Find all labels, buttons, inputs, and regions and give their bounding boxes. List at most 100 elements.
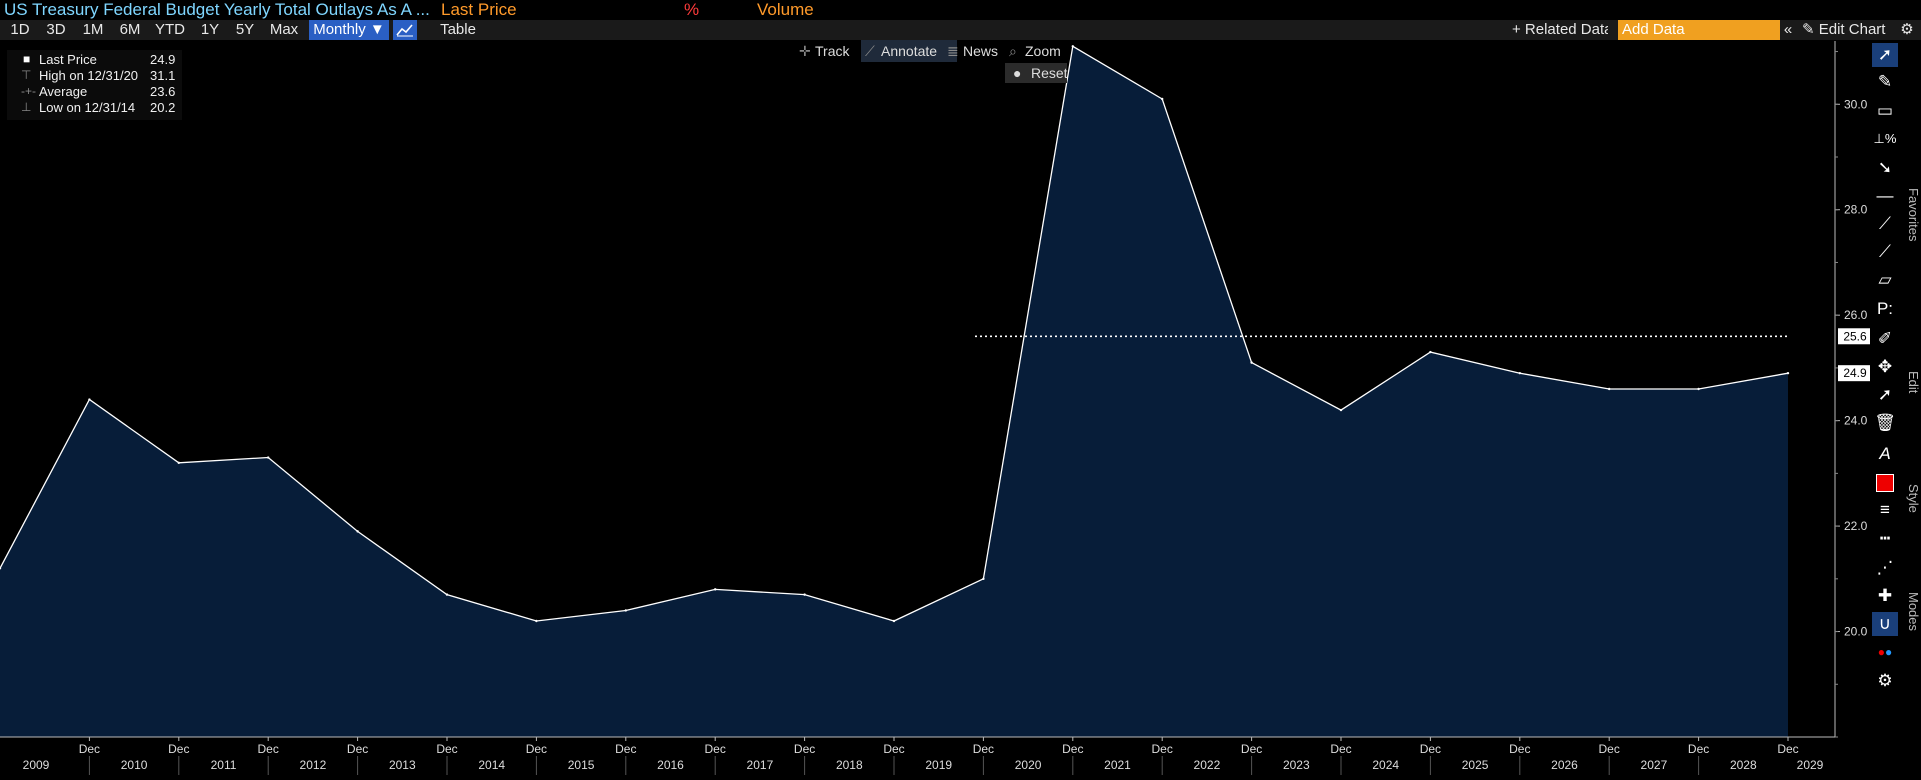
track-label: Track — [815, 43, 850, 59]
text-label-icon[interactable]: P: — [1876, 299, 1894, 318]
horizontal-line-icon[interactable]: — — [1876, 186, 1894, 205]
table-button[interactable]: Table — [440, 21, 476, 38]
percent-label[interactable]: % — [684, 0, 700, 19]
frequency-dropdown[interactable]: Monthly ▼ — [309, 20, 389, 40]
line-chart-icon — [396, 24, 413, 37]
crosshair-add-icon[interactable]: ✚ — [1877, 586, 1893, 605]
annotate-tool[interactable]: ⟋ Annotate — [861, 40, 957, 62]
add-data-input[interactable]: Add Data — [1618, 20, 1780, 40]
drawing-tool-panel — [1870, 40, 1921, 700]
tool-settings-gear-icon[interactable]: ⚙ — [1877, 671, 1893, 690]
x-tick-label-dec: Dec — [347, 742, 368, 756]
reset-button[interactable]: ● Reset — [1005, 63, 1068, 83]
zoom-tool[interactable]: ⌕ Zoom — [1005, 40, 1085, 62]
x-year-label: 2011 — [211, 758, 237, 772]
x-year-label: 2026 — [1551, 758, 1578, 772]
x-year-label: 2009 — [23, 758, 50, 772]
x-year-label: 2024 — [1372, 758, 1399, 772]
x-year-label: 2015 — [568, 758, 595, 772]
trendline-icon[interactable]: ⟋ — [1879, 214, 1891, 233]
data-point — [1518, 371, 1522, 375]
x-tick-label-dec: Dec — [705, 742, 726, 756]
legend-row-average: -+- Average 23.6 — [7, 84, 182, 100]
annotate-label: Annotate — [881, 43, 938, 59]
legend-average-value: 23.6 — [150, 84, 176, 99]
segment-icon[interactable]: ⟋ — [1879, 242, 1891, 261]
chart-type-button[interactable] — [393, 20, 417, 40]
range-1d-button[interactable]: 1D — [10, 21, 30, 38]
legend-low-label: Low on 12/31/14 — [39, 100, 136, 115]
track-tool[interactable]: ✛ Track — [795, 40, 875, 62]
x-year-label: 2025 — [1462, 758, 1489, 772]
legend-high-label: High on 12/31/20 — [39, 68, 139, 83]
y-tick-label: 28.0 — [1844, 203, 1868, 217]
related-data-button[interactable]: + Related Data — [1512, 21, 1608, 38]
percent-measure-icon[interactable]: ⊥% — [1873, 131, 1897, 146]
x-tick-label-dec: Dec — [258, 742, 279, 756]
trash-icon[interactable]: 🗑 — [1874, 413, 1896, 432]
news-tool[interactable]: ≣ News — [943, 40, 1019, 62]
data-point — [356, 530, 359, 533]
favorites-tab[interactable]: Favorites — [1906, 188, 1921, 242]
x-tick-label-dec: Dec — [1062, 742, 1083, 756]
x-tick-label-dec: Dec — [1777, 742, 1798, 756]
data-point — [0, 567, 2, 570]
data-point — [803, 593, 806, 596]
draw-line-icon[interactable]: ✎ — [1877, 72, 1893, 91]
data-point — [892, 619, 896, 623]
news-icon: ≣ — [947, 43, 959, 59]
legend-last-price-label: Last Price — [39, 52, 97, 67]
volume-series-label[interactable]: Volume — [757, 0, 814, 19]
line-style-icon[interactable]: ┅ — [1879, 529, 1891, 548]
modes-tab[interactable]: Modes — [1906, 592, 1921, 632]
settings-gear-icon[interactable]: ⚙ — [1900, 21, 1914, 38]
time-range-toolbar: 1D 3D 1M 6M YTD 1Y 5Y Max Monthly ▼ Tabl… — [0, 20, 1921, 40]
range-3d-button[interactable]: 3D — [46, 21, 66, 38]
average-price-tag: 25.6 — [1843, 329, 1867, 343]
y-tick-label: 24.0 — [1844, 414, 1868, 428]
chart-plot[interactable]: Dec Dec Dec Dec Dec Dec Dec Dec Dec Dec Dec Dec Dec D… — [0, 40, 1921, 780]
data-point — [714, 588, 717, 591]
select-add-icon[interactable]: ➚ — [1877, 385, 1893, 404]
data-point — [1161, 97, 1164, 101]
brush-icon[interactable]: ✐ — [1877, 329, 1893, 348]
x-year-label: 2020 — [1015, 758, 1042, 772]
range-ytd-button[interactable]: YTD — [155, 21, 185, 38]
x-year-label: 2028 — [1730, 758, 1757, 772]
font-style-icon[interactable]: A — [1879, 444, 1891, 463]
x-tick-label-dec: Dec — [1509, 742, 1530, 756]
range-max-button[interactable]: Max — [269, 21, 299, 38]
annotate-pencil-icon: ⟋ — [865, 43, 875, 59]
average-price-tag-box — [1838, 328, 1872, 345]
collapse-chevron-icon[interactable]: « — [1783, 21, 1793, 38]
pointer-icon[interactable]: ➚ — [1872, 43, 1898, 67]
range-5y-button[interactable]: 5Y — [235, 21, 255, 38]
data-point — [1697, 387, 1700, 391]
range-1m-button[interactable]: 1M — [82, 21, 104, 38]
reset-label: Reset — [1031, 65, 1068, 81]
channel-icon[interactable]: ▱ — [1878, 270, 1892, 289]
area-fill — [0, 46, 1788, 738]
edit-tab[interactable]: Edit — [1906, 370, 1921, 394]
range-1y-button[interactable]: 1Y — [200, 21, 220, 38]
edit-chart-label: Edit Chart — [1818, 21, 1886, 38]
x-year-label: 2013 — [389, 758, 416, 772]
style-tab[interactable]: Style — [1906, 483, 1921, 513]
x-year-label: 2027 — [1641, 758, 1668, 772]
last-price-series-label[interactable]: Last Price — [441, 0, 517, 19]
edit-chart-button[interactable]: ✎ Edit Chart — [1802, 20, 1888, 40]
chart-title[interactable]: US Treasury Federal Budget Yearly Total … — [4, 0, 430, 19]
news-label: News — [963, 43, 999, 59]
color-dots-icon[interactable]: ●● — [1877, 645, 1893, 659]
magnet-icon[interactable]: ∪ — [1872, 612, 1898, 636]
zoom-label: Zoom — [1025, 43, 1061, 59]
rectangle-icon[interactable]: ▭ — [1876, 101, 1894, 120]
range-6m-button[interactable]: 6M — [119, 21, 141, 38]
move-icon[interactable]: ✥ — [1877, 357, 1893, 376]
arrow-icon[interactable]: ➘ — [1877, 158, 1893, 177]
last-price-tag-box — [1838, 365, 1872, 382]
pattern-icon[interactable]: ⋰ — [1876, 558, 1894, 577]
x-year-label: 2014 — [478, 758, 505, 772]
line-weight-icon[interactable]: ≡ — [1880, 500, 1890, 519]
color-swatch-icon[interactable] — [1872, 470, 1898, 494]
